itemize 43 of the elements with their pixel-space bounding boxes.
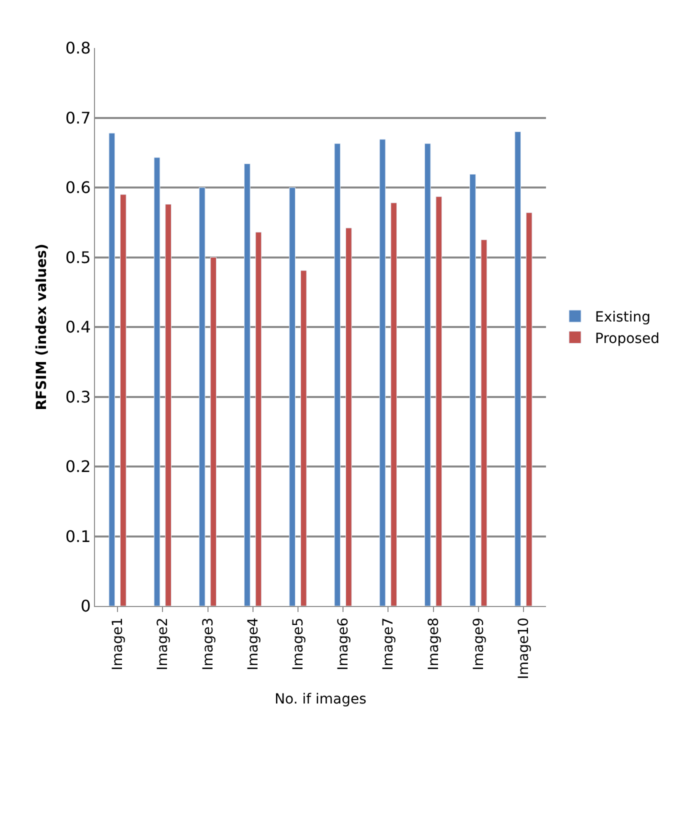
bar: [289, 187, 296, 606]
bar: [390, 202, 397, 606]
x-tick-label: Image4: [245, 618, 262, 670]
legend-label: Existing: [595, 310, 650, 326]
legend-label: Proposed: [595, 330, 660, 347]
y-tick-label: 0.1: [65, 526, 91, 546]
y-tick-label: 0.7: [65, 108, 91, 128]
y-tick-label: 0.3: [65, 387, 91, 406]
bar: [244, 164, 250, 606]
bar: [526, 212, 532, 606]
bar: [379, 139, 386, 606]
y-tick-label: 0.6: [65, 178, 91, 198]
x-tick-label: Image8: [426, 618, 442, 670]
y-tick-label: 0: [80, 596, 91, 616]
bar: [480, 240, 488, 606]
y-tick-label: 0.4: [65, 318, 91, 337]
y-tick-label: 0.5: [65, 248, 91, 267]
bar: [334, 143, 341, 606]
bar: [436, 196, 442, 606]
bar: [514, 131, 521, 606]
bar: [300, 270, 307, 606]
bar: [120, 194, 126, 606]
bar: [346, 228, 352, 606]
bar: [198, 187, 206, 606]
y-axis-title: RFSIM (index values): [34, 244, 50, 410]
bar: [424, 143, 431, 606]
x-tick-label: Image9: [470, 618, 487, 670]
bar: [165, 204, 172, 606]
x-tick-label: Image7: [380, 618, 397, 670]
bar: [108, 132, 116, 606]
x-tick-label: Image6: [336, 618, 352, 670]
bar: [210, 257, 217, 606]
x-tick-label: Image5: [290, 618, 306, 670]
x-axis-title: No. if images: [274, 692, 366, 708]
x-tick-label: Image2: [155, 618, 172, 670]
bar: [470, 174, 476, 606]
x-tick-label: Image3: [200, 618, 216, 670]
bar: [255, 232, 262, 606]
x-tick-label: Image1: [110, 618, 126, 670]
bar: [154, 157, 160, 606]
x-tick-label: Image10: [516, 618, 532, 680]
y-tick-label: 0.8: [65, 38, 91, 58]
y-tick-label: 0.2: [65, 457, 91, 476]
